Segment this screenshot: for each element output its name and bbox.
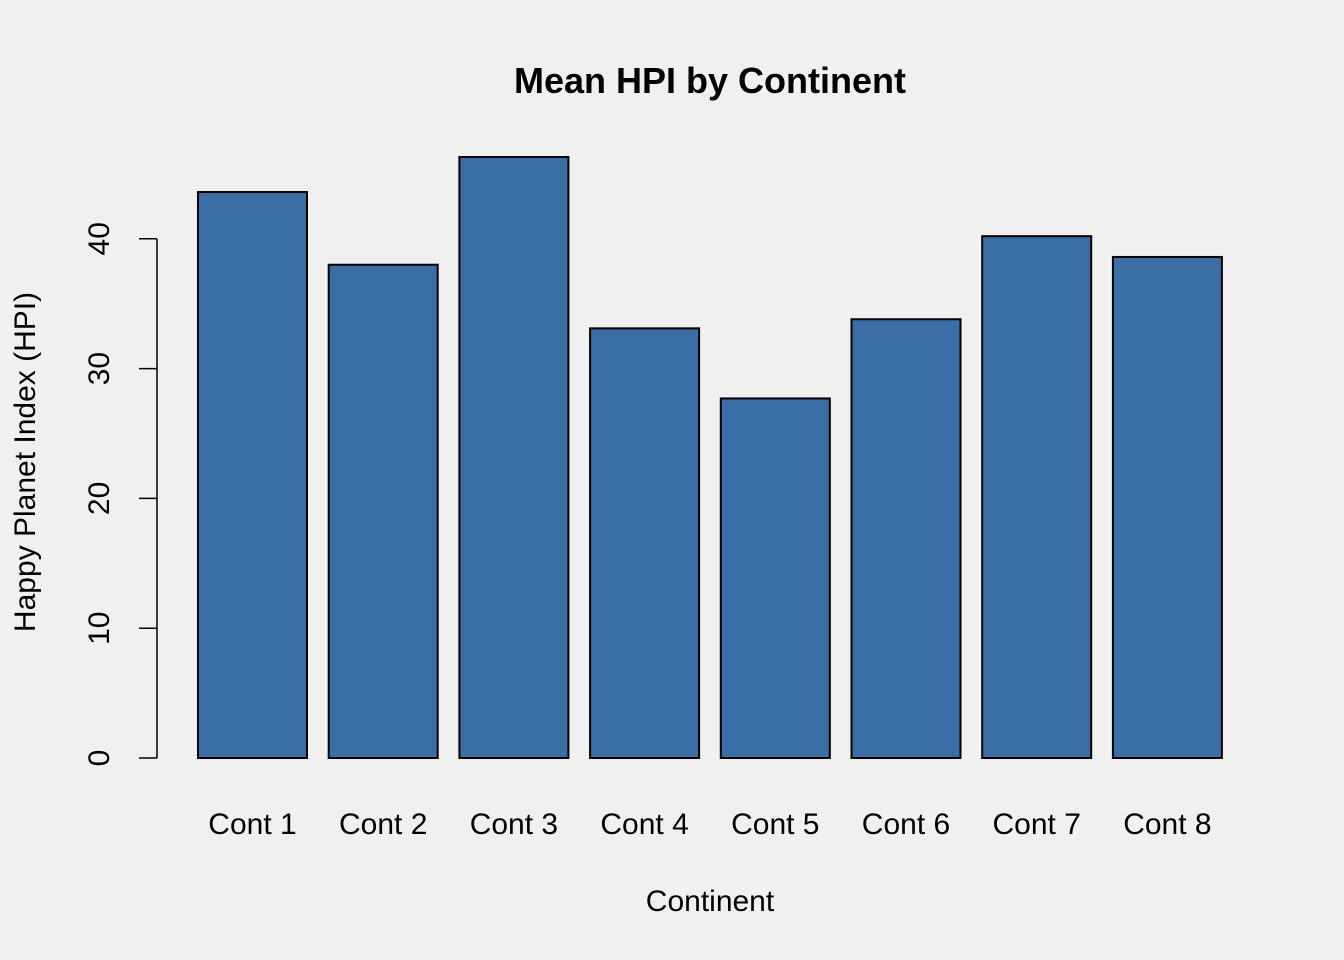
x-tick-label: Cont 3 xyxy=(470,808,558,841)
bar-cont-2 xyxy=(327,263,439,759)
y-axis-label: Happy Planet Index (HPI) xyxy=(9,292,42,632)
y-tick-label: 30 xyxy=(83,352,116,385)
x-tick-label: Cont 6 xyxy=(862,808,950,841)
x-axis-tick-labels: Cont 1 Cont 2 Cont 3 Cont 4 Cont 5 Cont 6 Cont… xyxy=(208,808,1211,841)
x-tick-label: Cont 1 xyxy=(208,808,296,841)
bar-cont-7 xyxy=(981,235,1093,760)
chart-title: Mean HPI by Continent xyxy=(514,60,906,101)
x-axis-label: Continent xyxy=(646,885,775,918)
bar-cont-6 xyxy=(850,318,962,759)
x-tick-label: Cont 5 xyxy=(731,808,819,841)
bar-cont-4 xyxy=(589,327,701,759)
y-tick-label: 0 xyxy=(83,750,116,767)
bar-cont-1 xyxy=(197,191,308,759)
x-tick-label: Cont 2 xyxy=(339,808,427,841)
y-tick-label: 10 xyxy=(83,612,116,645)
y-tick-label: 40 xyxy=(83,222,116,255)
x-tick-label: Cont 8 xyxy=(1123,808,1211,841)
y-axis: 0 10 20 30 40 xyxy=(83,222,158,767)
bar-cont-3 xyxy=(458,156,570,759)
x-tick-label: Cont 7 xyxy=(993,808,1081,841)
x-tick-label: Cont 4 xyxy=(600,808,688,841)
bar-cont-8 xyxy=(1111,255,1223,759)
y-tick-label: 20 xyxy=(83,482,116,515)
bars-group xyxy=(197,156,1223,760)
bar-cont-5 xyxy=(719,397,831,759)
